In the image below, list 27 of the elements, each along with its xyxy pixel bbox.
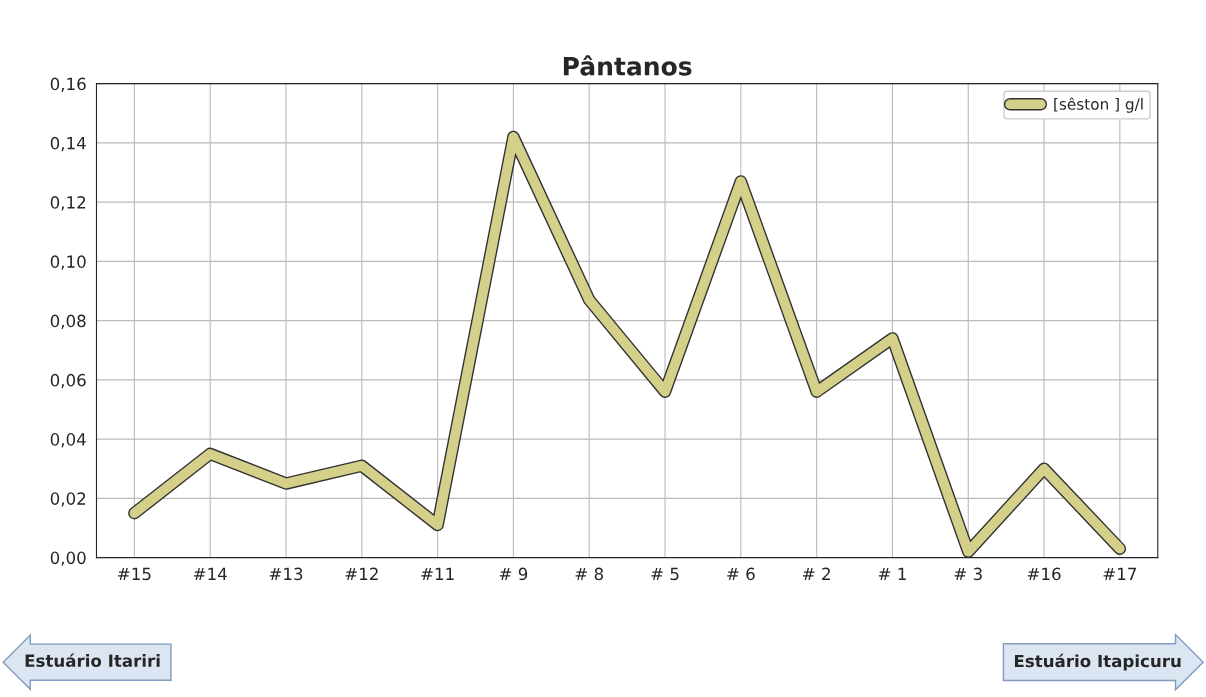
x-tick-label: #15 [118, 567, 151, 581]
x-tick-label: # 3 [954, 567, 982, 581]
y-tick-label: 0,06 [50, 373, 86, 389]
x-tick-label: #14 [193, 567, 227, 580]
chart-title: Pântanos [563, 55, 692, 76]
y-tick-label: 0,16 [50, 77, 86, 92]
x-tick-label: # 6 [727, 567, 755, 581]
x-tick-label: #16 [1027, 567, 1061, 581]
legend-label: [sêston ] g/l [1054, 97, 1143, 113]
x-tick-label: # 5 [651, 567, 679, 581]
text: Estuário Itapicuru [1014, 653, 1181, 671]
x-tick-label: #17 [1103, 567, 1137, 580]
y-tick-label: 0,08 [50, 314, 86, 329]
x-tick-label: # 8 [575, 567, 604, 581]
x-tick-label: # 2 [802, 567, 830, 580]
x-tick-label: #12 [345, 567, 378, 580]
y-tick-label: 0,02 [50, 492, 86, 507]
x-tick-label: #13 [269, 567, 303, 581]
text: Estuário Itariri [25, 653, 160, 667]
x-tick-label: #11 [421, 567, 454, 580]
y-tick-label: 0,14 [50, 136, 86, 152]
y-tick-label: 0,04 [50, 433, 86, 448]
y-tick-label: 0,00 [50, 551, 86, 566]
y-tick-label: 0,12 [50, 196, 86, 211]
x-tick-label: # 1 [878, 567, 906, 580]
x-tick-label: # 9 [499, 567, 528, 581]
y-tick-label: 0,10 [50, 255, 86, 270]
